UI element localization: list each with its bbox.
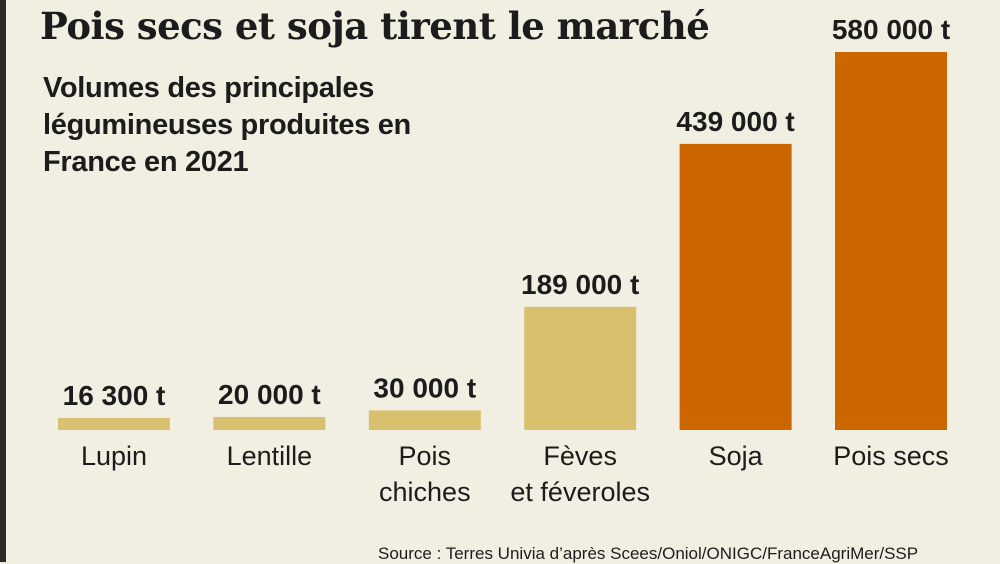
category-label-0-0: Lupin	[81, 441, 147, 471]
category-label-3-1: et féveroles	[510, 477, 650, 507]
value-label-5: 580 000 t	[832, 14, 950, 45]
category-label-1-0: Lentille	[227, 441, 313, 471]
value-label-3: 189 000 t	[521, 269, 639, 300]
chart-title: Pois secs et soja tirent le marché	[40, 4, 710, 48]
chart-subtitle: Volumes des principales légumineuses pro…	[43, 72, 411, 178]
value-label-1: 20 000 t	[218, 379, 321, 410]
source-note: Source : Terres Univia d’après Scees/Oni…	[378, 544, 919, 563]
bar-3	[524, 306, 637, 430]
value-label-2: 30 000 t	[373, 372, 476, 403]
category-label-4-0: Soja	[709, 441, 764, 471]
category-label-3-0: Fèves	[543, 441, 617, 471]
value-label-0: 16 300 t	[63, 380, 166, 411]
bar-4	[679, 143, 792, 430]
category-label-2-1: chiches	[379, 477, 471, 507]
bar-5	[835, 52, 947, 430]
bar-0	[58, 418, 170, 430]
category-label-5-0: Pois secs	[833, 441, 949, 471]
frame-border	[0, 0, 6, 562]
bar-1	[213, 416, 326, 430]
value-label-4: 439 000 t	[676, 106, 794, 137]
bar-2	[368, 410, 481, 430]
category-label-2-0: Pois	[399, 441, 452, 471]
